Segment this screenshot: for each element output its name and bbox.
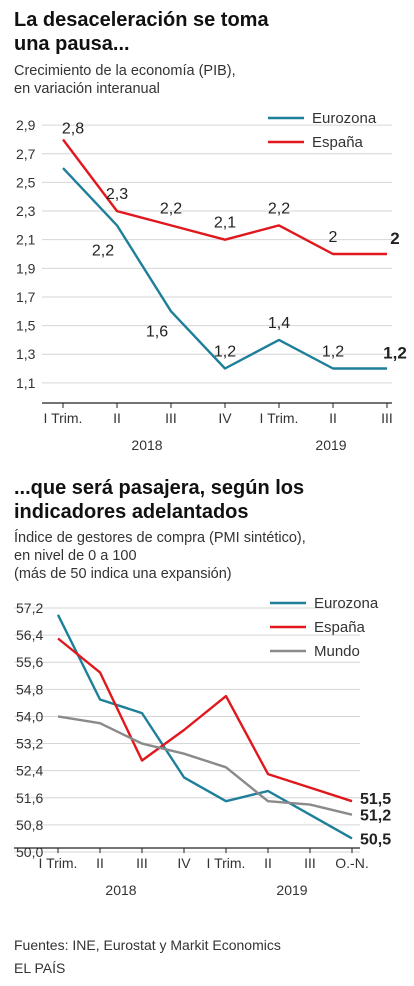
year-label: 2018 [131, 437, 162, 453]
x-tick-label: III [136, 855, 148, 871]
data-label-eurozona: 2,2 [92, 242, 114, 259]
y-tick-label: 2,5 [16, 174, 36, 190]
x-tick-label: I Trim. [207, 855, 246, 871]
data-label-eurozona: 1,6 [146, 323, 168, 340]
y-tick-label: 54,8 [16, 681, 43, 697]
y-tick-label: 2,1 [16, 232, 36, 248]
chart2-subtitle-line3: (más de 50 indica una expansión) [14, 566, 232, 582]
end-label-espana: 51,5 [360, 791, 391, 808]
y-tick-label: 52,4 [16, 763, 43, 779]
year-label: 2018 [105, 882, 136, 898]
chart1-title-line2: una pausa... [14, 33, 130, 55]
series-line-eurozona [62, 167, 387, 370]
data-label-espana: 2,2 [160, 200, 182, 217]
data-label-eurozona: 1,4 [268, 315, 290, 332]
y-tick-label: 2,7 [16, 146, 36, 162]
x-tick-label: III [304, 855, 316, 871]
x-tick-label: I Trim. [39, 855, 78, 871]
data-label-eurozona: 1,2 [214, 344, 236, 361]
chart2-subtitle-line1: Índice de gestores de compra (PMI sintét… [14, 530, 306, 546]
chart1-subtitle-line1: Crecimiento de la economía (PIB), [14, 63, 236, 79]
x-tick-label: I Trim. [44, 410, 83, 426]
chart2-subtitle: Índice de gestores de compra (PMI sintét… [14, 529, 404, 583]
x-tick-label: II [113, 410, 121, 426]
series-line-espana [62, 138, 387, 256]
data-label-eurozona: 1,2 [383, 344, 407, 363]
y-tick-label: 50,8 [16, 817, 43, 833]
x-tick-label: I Trim. [260, 410, 299, 426]
y-tick-label: 1,9 [16, 260, 36, 276]
y-tick-label: 1,3 [16, 346, 36, 362]
data-label-espana: 2,2 [268, 200, 290, 217]
legend-label-eurozona: Eurozona [314, 595, 379, 612]
chart1-subtitle: Crecimiento de la economía (PIB), en var… [14, 62, 404, 98]
series-line-eurozona [56, 614, 353, 840]
y-tick-label: 1,1 [16, 375, 36, 391]
x-tick-label: II [264, 855, 272, 871]
data-label-eurozona: 1,2 [322, 344, 344, 361]
data-label-espana: 2,8 [62, 120, 84, 137]
data-label-espana: 2,3 [106, 186, 128, 203]
y-tick-label: 56,4 [16, 627, 43, 643]
legend-label-eurozona: Eurozona [312, 110, 377, 127]
pmi-chart: 57,256,455,654,854,053,252,451,650,850,0… [14, 595, 391, 898]
year-label: 2019 [315, 437, 346, 453]
y-tick-label: 2,3 [16, 203, 36, 219]
y-tick-label: 1,7 [16, 289, 36, 305]
y-tick-label: 2,9 [16, 117, 36, 133]
chart1-title: La desaceleración se toma una pausa... [14, 8, 404, 56]
y-tick-label: 57,2 [16, 600, 43, 616]
x-tick-label: IV [218, 410, 232, 426]
series-line-espana [57, 637, 353, 803]
x-tick-label: III [165, 410, 177, 426]
data-label-espana: 2,1 [214, 215, 236, 232]
end-label-eurozona: 50,5 [360, 831, 391, 848]
end-label-mundo: 51,2 [360, 808, 391, 825]
chart2-title-line2: indicadores adelantados [14, 501, 249, 523]
chart2-title-line1: ...que será pasajera, según los [14, 477, 305, 499]
data-label-espana: 2 [390, 229, 399, 248]
y-tick-label: 55,6 [16, 654, 43, 670]
series-line-mundo [57, 715, 353, 816]
legend-label-mundo: Mundo [314, 643, 360, 660]
year-label: 2019 [276, 882, 307, 898]
y-tick-label: 1,5 [16, 318, 36, 334]
gdp-growth-chart: 2,92,72,52,32,11,91,71,51,31,1I Trim. II I… [16, 110, 407, 453]
legend-label-espana: España [312, 134, 364, 151]
y-tick-label: 53,2 [16, 736, 43, 752]
x-tick-label: IV [177, 855, 191, 871]
y-tick-label: 51,6 [16, 790, 43, 806]
legend-label-espana: España [314, 619, 366, 636]
data-label-espana: 2 [329, 229, 338, 246]
brand-label: EL PAÍS [14, 960, 66, 976]
chart2-title: ...que será pasajera, según los indicado… [14, 476, 404, 524]
x-tick-label: II [96, 855, 104, 871]
sources-note: Fuentes: INE, Eurostat y Markit Economic… [14, 937, 281, 953]
y-tick-label: 54,0 [16, 708, 43, 724]
chart1-subtitle-line2: en variación interanual [14, 81, 160, 97]
x-tick-label: O.-N. [335, 855, 368, 871]
chart2-subtitle-line2: en nivel de 0 a 100 [14, 548, 137, 564]
chart1-title-line1: La desaceleración se toma [14, 9, 269, 31]
x-tick-label: II [329, 410, 337, 426]
x-tick-label: III [381, 410, 393, 426]
